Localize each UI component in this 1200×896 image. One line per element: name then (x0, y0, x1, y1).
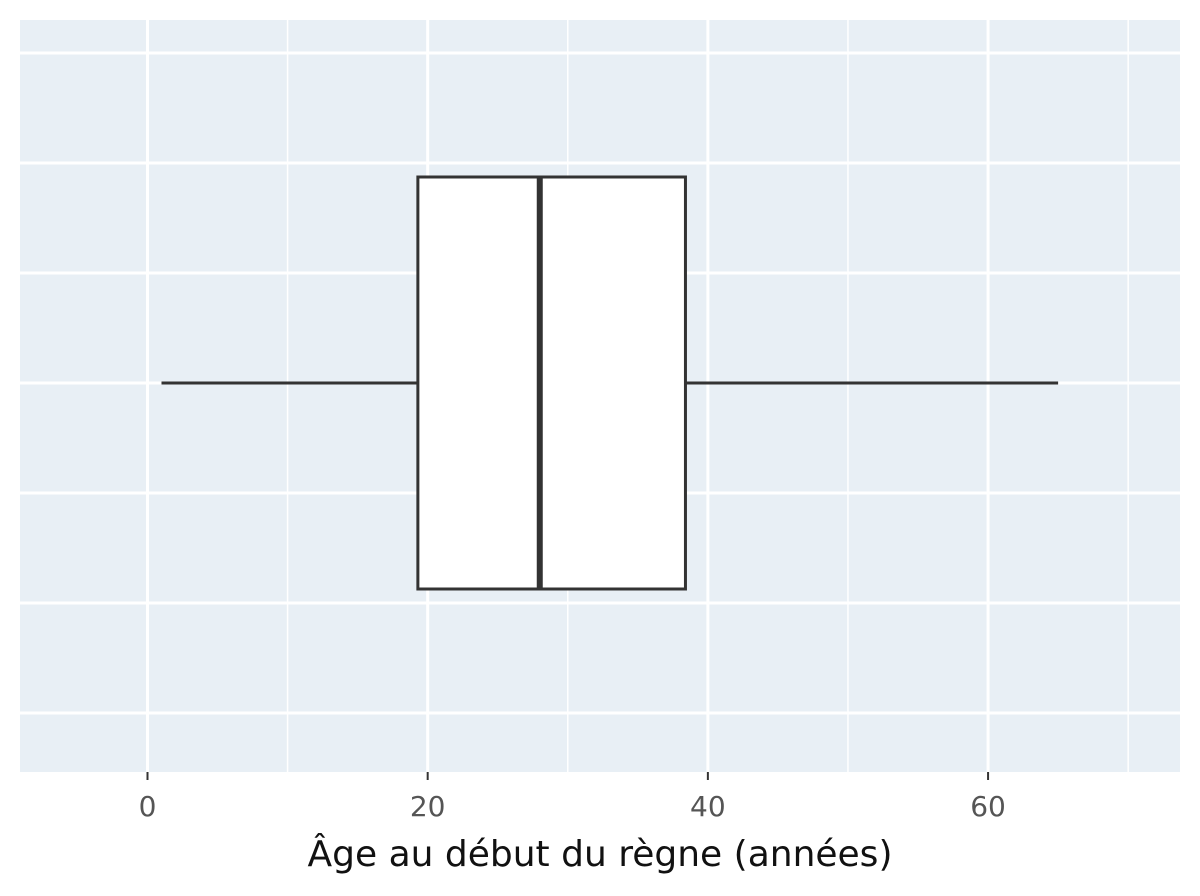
x-tick-label: 40 (690, 790, 726, 823)
x-tick-label: 20 (410, 790, 446, 823)
x-axis-label: Âge au début du règne (années) (308, 833, 893, 875)
box (416, 175, 687, 591)
x-tick-label: 60 (970, 790, 1006, 823)
x-tick-label: 0 (139, 790, 157, 823)
